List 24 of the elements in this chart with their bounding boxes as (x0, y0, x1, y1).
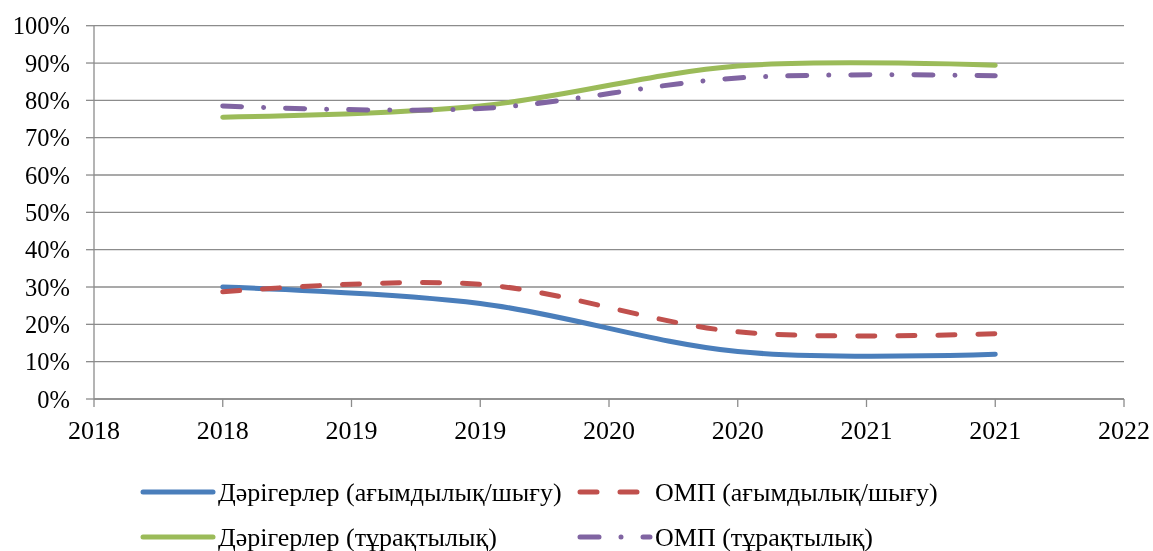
x-tick-label: 2019 (325, 416, 378, 445)
legend-label: ОМП (ағымдылық/шығу) (655, 478, 938, 508)
y-tick-label: 30% (25, 273, 70, 301)
y-tick-label: 50% (25, 198, 70, 226)
x-tick-label: 2019 (454, 416, 507, 445)
y-tick-label: 0% (37, 385, 70, 413)
y-tick-label: 90% (25, 49, 70, 77)
x-tick-label: 2018 (196, 416, 249, 445)
y-tick-label: 80% (25, 86, 70, 114)
y-tick-label: 40% (25, 236, 70, 264)
y-tick-label: 20% (25, 310, 70, 338)
y-tick-label: 60% (25, 161, 70, 189)
y-tick-label: 70% (25, 124, 70, 152)
x-tick-label: 2018 (68, 416, 120, 445)
y-tick-label: 100% (12, 12, 70, 40)
x-tick-label: 2022 (1098, 416, 1150, 445)
legend-label: Дәрігерлер (тұрақтылық) (218, 523, 497, 551)
x-tick-label: 2021 (969, 416, 1022, 445)
legend-label: ОМП (тұрақтылық) (655, 523, 873, 551)
legend-label: Дәрігерлер (ағымдылық/шығу) (218, 478, 562, 508)
x-tick-label: 2020 (711, 416, 764, 445)
x-tick-label: 2020 (583, 416, 635, 445)
y-tick-label: 10% (25, 348, 70, 376)
x-tick-label: 2021 (840, 416, 893, 445)
